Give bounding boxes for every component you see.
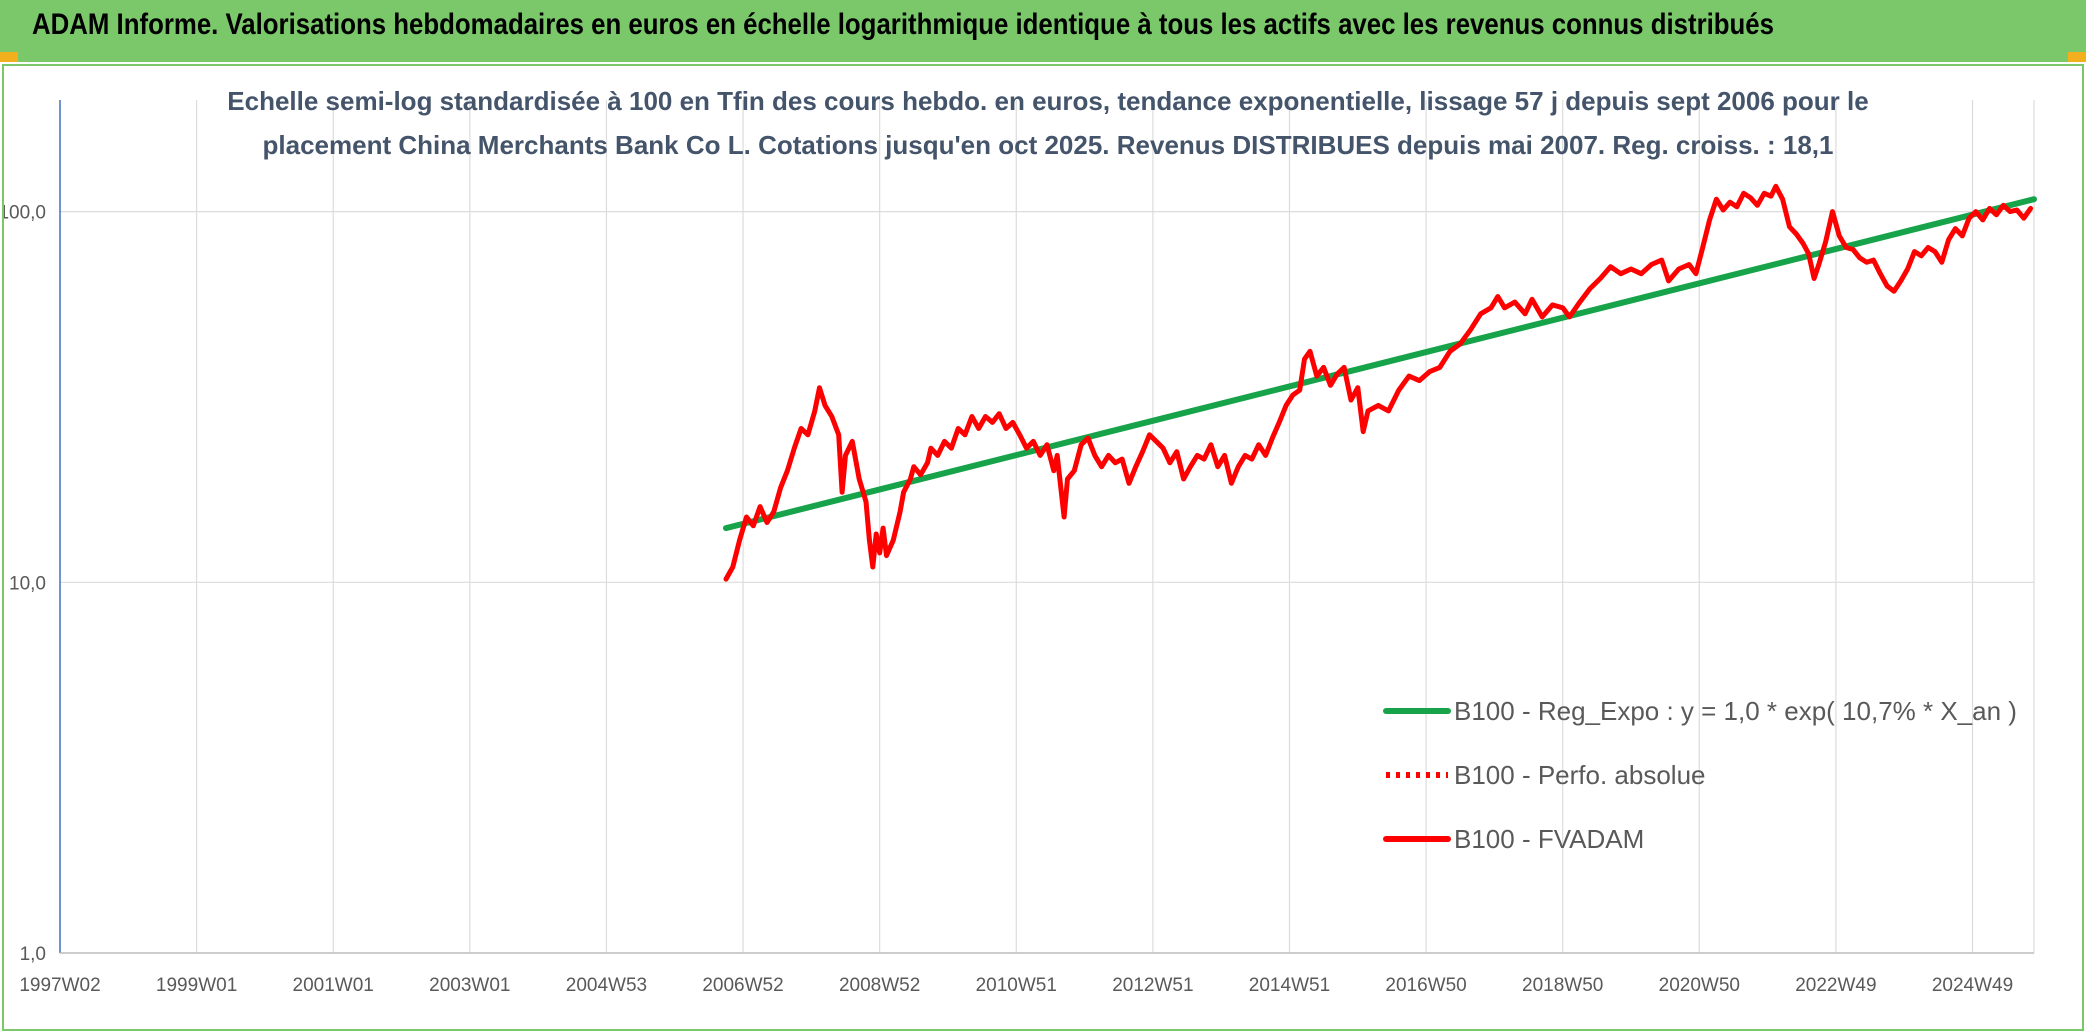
x-tick-label: 1999W01 [156, 975, 237, 996]
x-tick-label: 2001W01 [293, 975, 374, 996]
series-line-2 [723, 183, 2034, 582]
chart-subtitle-line-1: Echelle semi-log standardisée à 100 en T… [227, 86, 1868, 116]
x-tick-label: 2006W52 [702, 975, 783, 996]
legend-label: B100 - Perfo. absolue [1454, 760, 1706, 790]
report-banner: ADAM Informe. Valorisations hebdomadaire… [0, 0, 2086, 62]
grid-lines [59, 100, 2035, 954]
corner-marker-right [2068, 52, 2086, 62]
x-tick-label: 2004W53 [566, 975, 647, 996]
corner-marker-left [0, 52, 18, 62]
x-tick-label: 2003W01 [429, 975, 510, 996]
chart-subtitle-line-2: placement China Merchants Bank Co L. Cot… [263, 130, 1834, 160]
y-tick-label: 1,0 [20, 944, 46, 965]
series-line-0 [723, 196, 2037, 532]
x-tick-label: 2024W49 [1932, 975, 2013, 996]
axes: 1997W02 1999W01 2001W01 2003W01 2004W53 2006W… [4, 100, 2034, 996]
x-tick-label: 2012W51 [1112, 975, 1193, 996]
y-tick-label: 10,0 [9, 573, 46, 594]
report-title: ADAM Informe. Valorisations hebdomadaire… [32, 8, 1774, 41]
x-tick-label: 2008W52 [839, 975, 920, 996]
x-tick-label: 1997W02 [19, 975, 100, 996]
legend-label: B100 - Reg_Expo : y = 1,0 * exp( 10,7% *… [1454, 696, 2017, 726]
series-layer [723, 183, 2037, 582]
x-tick-label: 2018W50 [1522, 975, 1603, 996]
x-tick-label: 2020W50 [1659, 975, 1740, 996]
x-tick-label: 2010W51 [976, 975, 1057, 996]
x-tick-label: 2016W50 [1385, 975, 1466, 996]
legend-label: B100 - FVADAM [1454, 824, 1644, 854]
y-tick-label: 100,0 [4, 203, 46, 224]
legend: B100 - Reg_Expo : y = 1,0 * exp( 10,7% *… [1383, 696, 2017, 854]
chart-canvas: 1997W02 1999W01 2001W01 2003W01 2004W53 2006W… [4, 86, 2037, 996]
chart-frame: 1997W02 1999W01 2001W01 2003W01 2004W53 2006W… [2, 64, 2084, 1031]
x-tick-label: 2022W49 [1795, 975, 1876, 996]
x-tick-label: 2014W51 [1249, 975, 1330, 996]
